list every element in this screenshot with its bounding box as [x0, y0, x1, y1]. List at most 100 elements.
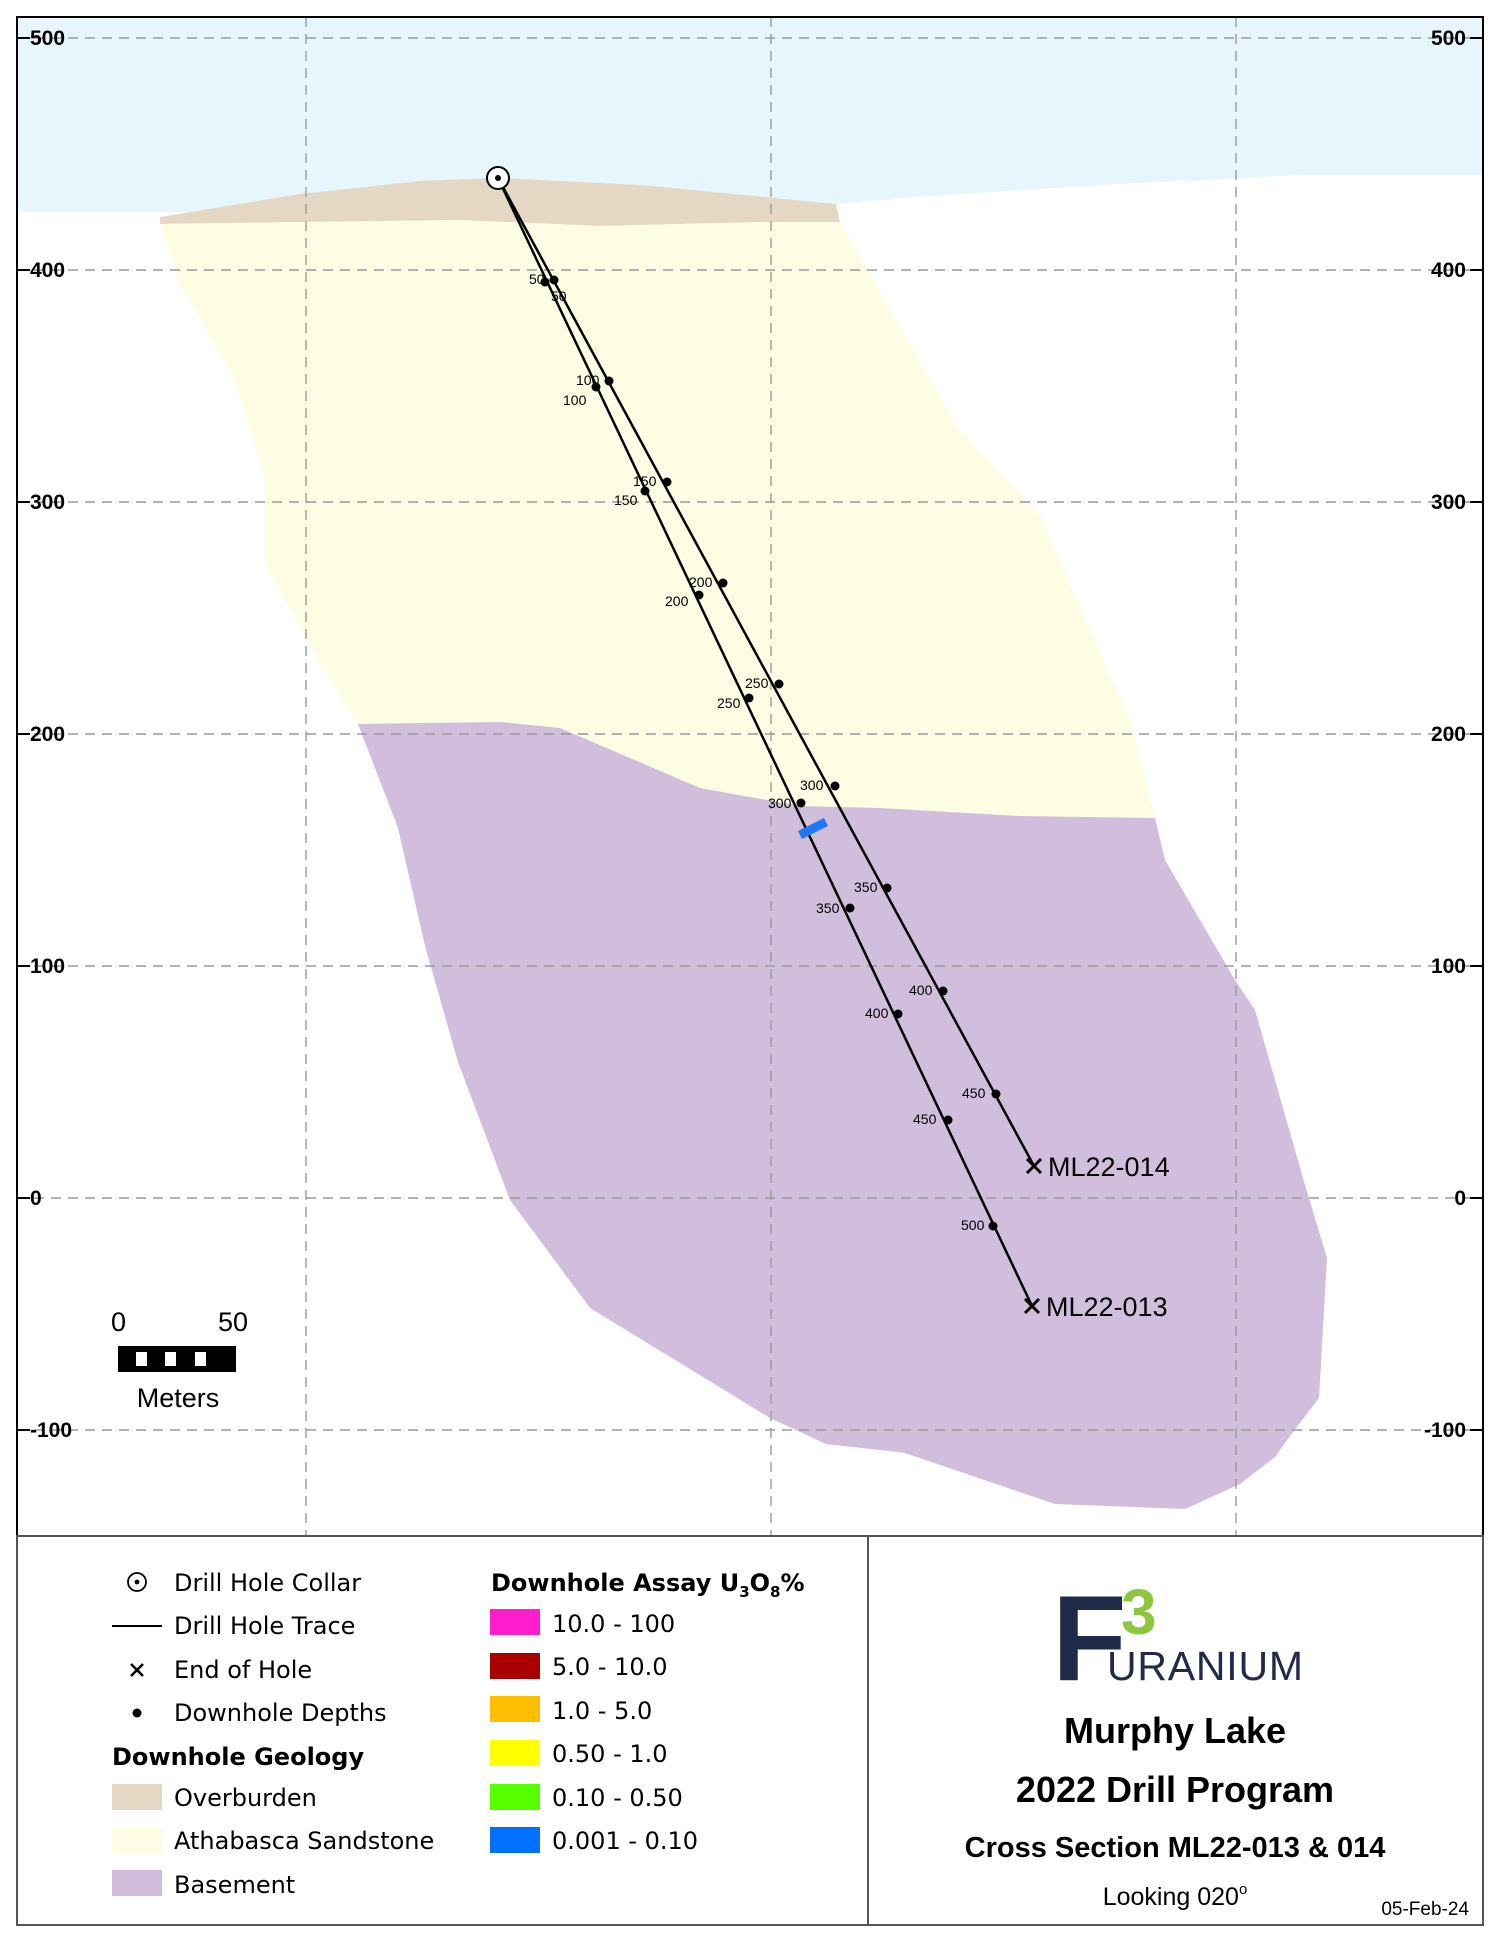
logo-word: URANIUM [1107, 1643, 1303, 1689]
depth-dot [774, 679, 784, 689]
depth-dot [830, 781, 840, 791]
depth-label: 100 [563, 392, 587, 408]
hole-label-ml22-014: ML22-014 [1048, 1152, 1170, 1182]
depth-label: 500 [961, 1217, 985, 1233]
depth-label: 450 [962, 1085, 986, 1101]
title-line-1: Murphy Lake [1064, 1710, 1286, 1751]
depth-dot [540, 277, 550, 287]
scale-start-label: 0 [111, 1307, 126, 1337]
y-tick-label: 500 [1431, 27, 1466, 50]
legend-label-sandstone: Athabasca Sandstone [174, 1827, 434, 1855]
depth-markers-ml22-013: 50 100 150 200 250 300 350 400 450 500 [540, 277, 998, 1233]
depth-dot [882, 883, 892, 893]
depth-dot [943, 1115, 953, 1125]
drill-hole-traces [496, 177, 1036, 1307]
map-area [17, 17, 1483, 1509]
depth-dot [845, 903, 855, 913]
legend-label-assay: 5.0 - 10.0 [552, 1653, 668, 1681]
map-date: 05-Feb-24 [1381, 1899, 1469, 1920]
depth-label: 300 [768, 795, 792, 811]
legend-label-assay: 0.10 - 0.50 [552, 1784, 683, 1812]
f3-uranium-logo: F 3 URANIUM [1052, 1570, 1303, 1706]
depth-dot [549, 275, 559, 285]
y-tick-label: 100 [30, 955, 65, 978]
depth-dot [604, 376, 614, 386]
y-tick-label: 0 [1454, 1187, 1466, 1210]
sandstone-unit [160, 220, 1155, 818]
swatch-overburden [112, 1784, 162, 1810]
title-line-2: 2022 Drill Program [1016, 1769, 1334, 1810]
swatch-assay-2 [490, 1653, 540, 1679]
depth-dot [938, 986, 948, 996]
depth-dot [718, 578, 728, 588]
depth-dot [988, 1221, 998, 1231]
y-tick-label: 100 [1431, 955, 1466, 978]
swatch-assay-5 [490, 1784, 540, 1810]
depth-label: 450 [913, 1111, 937, 1127]
legend-end-of-hole-icon [130, 1663, 144, 1677]
depth-label: 300 [800, 777, 824, 793]
legend-assay-heading: Downhole Assay U3O8% [491, 1569, 805, 1601]
depth-dot [694, 590, 704, 600]
y-tick-label: 400 [30, 259, 65, 282]
logo-letter: F [1052, 1570, 1127, 1706]
swatch-assay-3 [490, 1696, 540, 1722]
y-tick-label: 200 [30, 723, 65, 746]
logo-number: 3 [1121, 1576, 1157, 1648]
swatch-sandstone [112, 1827, 162, 1853]
legend-geology-heading: Downhole Geology [112, 1743, 364, 1771]
legend-label-basement: Basement [174, 1871, 295, 1899]
depth-dot [991, 1089, 1001, 1099]
y-tick-label: 200 [1431, 723, 1466, 746]
depth-dot [744, 693, 754, 703]
legend-label-depths: Downhole Depths [174, 1699, 387, 1727]
depth-label: 250 [745, 675, 769, 691]
y-tick-labels-right: 500 400 300 200 100 0 -100 [1424, 27, 1466, 1442]
depth-dot [796, 798, 806, 808]
depth-label: 350 [816, 900, 840, 916]
depth-markers-ml22-014: 50 100 150 200 250 300 350 400 450 [529, 271, 1001, 1101]
grid [17, 17, 1483, 1536]
sky-band [17, 17, 1483, 226]
overburden-unit [160, 178, 840, 226]
end-of-hole-ml22-014 [1025, 1157, 1043, 1175]
title-block: F 3 URANIUM Murphy Lake 2022 Drill Progr… [867, 1535, 1484, 1926]
legend-label-end-of-hole: End of Hole [174, 1656, 312, 1684]
basement-unit [358, 722, 1327, 1509]
legend-label-assay: 10.0 - 100 [552, 1610, 675, 1638]
depth-dot [591, 382, 601, 392]
depth-label: 350 [854, 879, 878, 895]
drill-trace-ml22-014 [496, 177, 1036, 1167]
y-tick-label: 300 [30, 491, 65, 514]
y-tick-labels-left: 500 400 300 200 100 0 -100 [30, 27, 72, 1442]
legend-collar-icon [127, 1572, 147, 1592]
depth-dot [662, 477, 672, 487]
end-of-hole-ml22-013 [1023, 1297, 1041, 1315]
y-tick-label: 400 [1431, 259, 1466, 282]
depth-label: 50 [551, 288, 567, 304]
legend-depth-icon [132, 1708, 142, 1718]
y-tick-label: -100 [30, 1419, 72, 1442]
swatch-basement [112, 1870, 162, 1896]
legend-label-overburden: Overburden [174, 1784, 317, 1812]
y-tick-label: 300 [1431, 491, 1466, 514]
axis-ticks [17, 37, 1483, 1431]
scale-bar: 0 50 Meters [111, 1307, 248, 1413]
y-tick-label: 0 [30, 1187, 42, 1210]
depth-dot [640, 486, 650, 496]
legend-label-trace: Drill Hole Trace [174, 1612, 355, 1640]
legend-label-assay: 0.50 - 1.0 [552, 1740, 668, 1768]
drill-trace-ml22-013 [496, 177, 1034, 1307]
depth-label: 200 [665, 593, 689, 609]
y-tick-label: 500 [30, 27, 65, 50]
legend-label-assay: 1.0 - 5.0 [552, 1697, 652, 1725]
assay-interval-marker [797, 817, 829, 840]
scale-unit-label: Meters [137, 1383, 220, 1413]
depth-label: 400 [865, 1005, 889, 1021]
depth-label: 150 [633, 473, 657, 489]
legend-label-collar: Drill Hole Collar [174, 1569, 361, 1597]
hole-label-ml22-013: ML22-013 [1046, 1292, 1168, 1322]
legend-panel: Drill Hole Collar Drill Hole Trace End o… [16, 1535, 869, 1926]
title-line-3: Cross Section ML22-013 & 014 [965, 1832, 1386, 1864]
